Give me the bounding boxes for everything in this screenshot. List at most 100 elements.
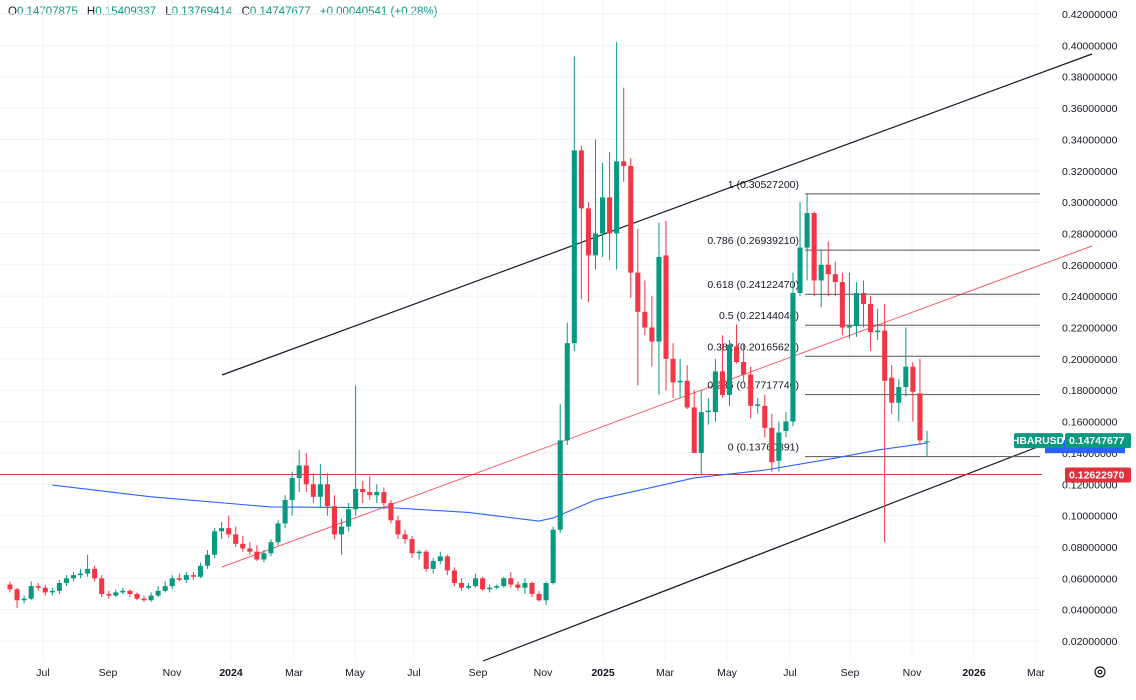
candle-body [317,484,323,497]
gear-icon[interactable] [1094,666,1106,678]
candle-body [324,484,330,507]
candle-body [769,427,775,463]
candle-body [494,586,500,588]
candle-body [282,499,288,524]
candle-body [268,542,274,554]
candle-body [247,548,253,552]
support-price-value: 0.12622970 [1069,469,1125,481]
candle-body [614,161,620,234]
close-value: 0.14747677 [249,6,311,18]
time-tick-label: Nov [534,667,553,679]
change-value: +0.00040541 (+0.28%) [319,6,438,18]
price-tick-label: 0.36000000 [1062,103,1118,115]
last-price-tag [1065,433,1131,449]
candle-body [134,593,140,599]
candle-body [924,441,930,443]
candle-body [557,440,563,530]
time-tick-label: Mar [1027,667,1046,679]
lower-channel-line [482,445,1041,662]
candle-body [289,477,295,500]
candle-body [155,590,161,596]
price-tick-label: 0.22000000 [1062,323,1118,335]
symbol-tag [1014,433,1063,449]
candle-body [501,578,507,587]
candle-body [261,553,267,560]
candle-body [190,575,196,577]
candle-body [254,551,260,560]
candle-body [536,593,542,601]
candle-body [92,568,98,579]
candle-body [719,371,725,395]
price-tick-label: 0.26000000 [1062,260,1118,272]
price-tick-label: 0.06000000 [1062,573,1118,585]
candle-body [183,575,189,580]
price-tick-label: 0.38000000 [1062,72,1118,84]
candle-body [705,410,711,413]
close-key: C [241,6,250,18]
price-tick-label: 0.28000000 [1062,228,1118,240]
price-tick-label: 0.20000000 [1062,354,1118,366]
candle-body [451,570,457,584]
price-tick-label: 0.16000000 [1062,417,1118,429]
candle-body [85,568,91,574]
candle-body [409,539,415,554]
upper-channel-line [221,53,1093,376]
candle-body [621,161,627,167]
time-tick-label: Sep [99,667,118,679]
time-tick-label: Jul [783,667,796,679]
candle-body [564,343,570,441]
candle-body [712,371,718,413]
low-key: L [165,6,172,18]
price-tick-label: 0.42000000 [1062,9,1118,21]
price-tick-label: 0.18000000 [1062,385,1118,397]
candle-body [755,404,761,406]
candle-body [882,330,888,381]
candle-body [543,583,549,601]
candle-body [677,380,683,383]
time-tick-label: Mar [285,667,304,679]
candle-body [762,405,768,428]
candle-body [240,543,246,549]
time-tick-label: Nov [903,667,922,679]
candle-body [508,578,514,585]
candle-body [374,492,380,496]
candles [7,42,930,609]
candle-body [529,583,535,594]
candle-body [437,556,443,562]
price-tick-label: 0.40000000 [1062,40,1118,52]
candle-body [804,213,810,248]
ohlc-legend: O0.14707875 H0.15409337 L0.13769414 C0.1… [8,6,444,18]
time-axis[interactable]: Jul Sep Nov 2024 Mar May Jul Sep Nov 2025 Mar May Ju… [36,667,1045,679]
time-tick-label: 2026 [962,667,986,679]
price-tick-label: 0.02000000 [1062,636,1118,648]
candle-body [910,366,916,392]
candle-body [578,150,584,209]
candle-body [670,358,676,383]
fib-level-label: 0.382 (0.20165621) [707,341,799,353]
candle-body [423,551,429,569]
candle-body [748,374,754,406]
time-tick-label: Sep [469,667,488,679]
red-trendline [221,245,1093,568]
candle-body [698,412,704,453]
candle-body [35,586,41,588]
candle-body [226,528,232,535]
price-axis[interactable]: 0.42000000 0.40000000 0.38000000 0.36000000… [1062,9,1118,648]
candle-body [28,586,34,599]
candle-body [487,587,493,590]
candle-body [49,590,55,593]
candle-body [219,528,225,532]
time-tick-label: Jul [407,667,420,679]
last-price-value: 0.14747677 [1069,435,1125,447]
candle-body [7,584,13,590]
support-price-tag [1065,467,1131,483]
candle-body [395,520,401,535]
candle-body [296,465,302,478]
candle-body [875,330,881,333]
time-tick-label: 2025 [591,667,615,679]
candle-body [783,421,789,431]
candle-body [331,506,338,535]
candle-body [839,282,845,328]
candle-body [14,589,20,601]
